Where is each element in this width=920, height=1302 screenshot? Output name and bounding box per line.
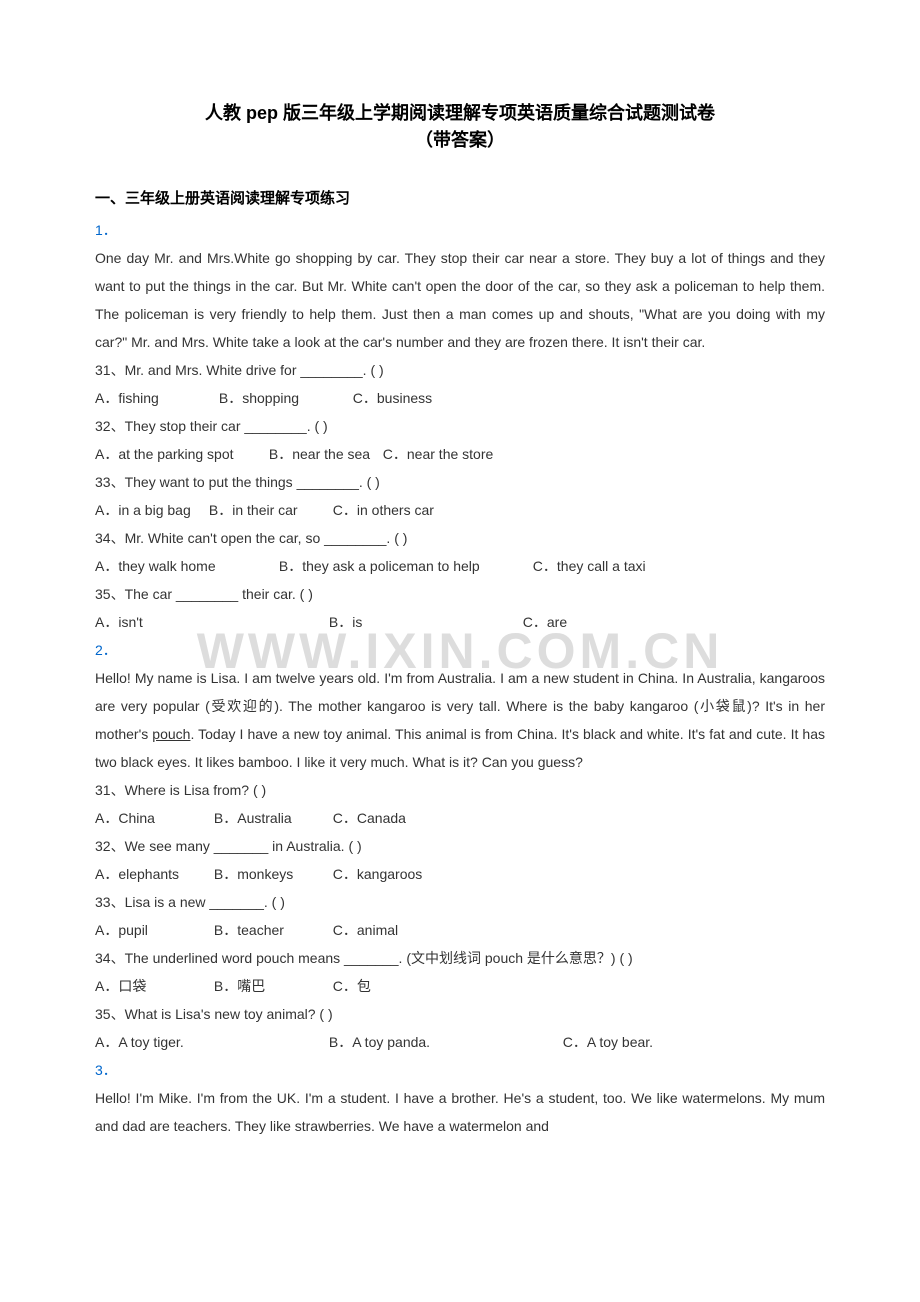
choice-a: A．elephants bbox=[95, 860, 210, 888]
choice-c: C．A toy bear. bbox=[563, 1028, 653, 1056]
passage-3: Hello! I'm Mike. I'm from the UK. I'm a … bbox=[95, 1084, 825, 1140]
q1-item-32-choices: A．at the parking spot B．near the sea C．n… bbox=[95, 440, 825, 468]
choice-c: C．in others car bbox=[333, 496, 434, 524]
question-number-3: 3． bbox=[95, 1056, 825, 1084]
choice-a: A．in a big bag bbox=[95, 496, 205, 524]
choice-c: C．animal bbox=[333, 916, 398, 944]
title-line-1: 人教 pep 版三年级上学期阅读理解专项英语质量综合试题测试卷 bbox=[95, 100, 825, 127]
choice-b: B．嘴巴 bbox=[214, 972, 329, 1000]
choice-c: C．business bbox=[353, 384, 432, 412]
q2-item-33-choices: A．pupil B．teacher C．animal bbox=[95, 916, 825, 944]
choice-a: A．they walk home bbox=[95, 552, 275, 580]
q1-item-31-choices: A．fishing B．shopping C．business bbox=[95, 384, 825, 412]
choice-a: A．at the parking spot bbox=[95, 440, 265, 468]
q2-item-34-choices: A．口袋 B．嘴巴 C．包 bbox=[95, 972, 825, 1000]
choice-a: A．口袋 bbox=[95, 972, 210, 1000]
choice-c: C．they call a taxi bbox=[533, 552, 646, 580]
q1-item-35: 35、The car ________ their car. ( ) bbox=[95, 580, 825, 608]
choice-b: B．shopping bbox=[219, 384, 349, 412]
choice-c: C．包 bbox=[333, 972, 371, 1000]
choice-b: B．monkeys bbox=[214, 860, 329, 888]
section-heading: 一、三年级上册英语阅读理解专项练习 bbox=[95, 184, 825, 214]
q1-item-35-choices: A．isn't B．is C．are bbox=[95, 608, 825, 636]
passage-2-underlined: pouch bbox=[152, 726, 190, 742]
choice-b: B．Australia bbox=[214, 804, 329, 832]
q2-item-33: 33、Lisa is a new _______. ( ) bbox=[95, 888, 825, 916]
q2-item-31: 31、Where is Lisa from? ( ) bbox=[95, 776, 825, 804]
question-number-2: 2． bbox=[95, 636, 825, 664]
title-line-2: （带答案） bbox=[95, 127, 825, 154]
q2-item-35-choices: A．A toy tiger. B．A toy panda. C．A toy be… bbox=[95, 1028, 825, 1056]
choice-a: A．fishing bbox=[95, 384, 215, 412]
q1-item-31: 31、Mr. and Mrs. White drive for ________… bbox=[95, 356, 825, 384]
q2-item-32: 32、We see many _______ in Australia. ( ) bbox=[95, 832, 825, 860]
choice-b: B．they ask a policeman to help bbox=[279, 552, 529, 580]
choice-b: B．A toy panda. bbox=[329, 1028, 559, 1056]
q1-item-34-choices: A．they walk home B．they ask a policeman … bbox=[95, 552, 825, 580]
choice-b: B．near the sea bbox=[269, 440, 379, 468]
page-title: 人教 pep 版三年级上学期阅读理解专项英语质量综合试题测试卷 （带答案） bbox=[95, 100, 825, 154]
choice-c: C．Canada bbox=[333, 804, 406, 832]
choice-b: B．is bbox=[329, 608, 519, 636]
q2-item-34: 34、The underlined word pouch means _____… bbox=[95, 944, 825, 972]
q1-item-33-choices: A．in a big bag B．in their car C．in other… bbox=[95, 496, 825, 524]
choice-c: C．are bbox=[523, 608, 567, 636]
choice-a: A．isn't bbox=[95, 608, 325, 636]
choice-a: A．pupil bbox=[95, 916, 210, 944]
choice-a: A．China bbox=[95, 804, 210, 832]
passage-1: One day Mr. and Mrs.White go shopping by… bbox=[95, 244, 825, 356]
q2-item-32-choices: A．elephants B．monkeys C．kangaroos bbox=[95, 860, 825, 888]
question-number-1: 1． bbox=[95, 216, 825, 244]
choice-a: A．A toy tiger. bbox=[95, 1028, 325, 1056]
choice-c: C．near the store bbox=[383, 440, 494, 468]
q1-item-32: 32、They stop their car ________. ( ) bbox=[95, 412, 825, 440]
q2-item-31-choices: A．China B．Australia C．Canada bbox=[95, 804, 825, 832]
q1-item-34: 34、Mr. White can't open the car, so ____… bbox=[95, 524, 825, 552]
q1-item-33: 33、They want to put the things ________.… bbox=[95, 468, 825, 496]
choice-c: C．kangaroos bbox=[333, 860, 423, 888]
passage-2: Hello! My name is Lisa. I am twelve year… bbox=[95, 664, 825, 776]
choice-b: B．in their car bbox=[209, 496, 329, 524]
choice-b: B．teacher bbox=[214, 916, 329, 944]
document-content: 人教 pep 版三年级上学期阅读理解专项英语质量综合试题测试卷 （带答案） 一、… bbox=[95, 100, 825, 1140]
passage-2-post: . Today I have a new toy animal. This an… bbox=[95, 726, 825, 770]
q2-item-35: 35、What is Lisa's new toy animal? ( ) bbox=[95, 1000, 825, 1028]
